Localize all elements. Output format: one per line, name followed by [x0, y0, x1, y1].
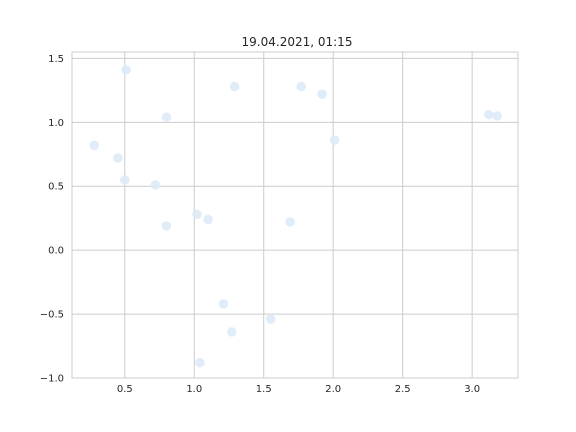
- data-point: [229, 81, 240, 92]
- y-tick-label: −1.0: [40, 374, 64, 385]
- data-point: [484, 109, 494, 120]
- data-point: [296, 81, 307, 92]
- data-point: [285, 217, 295, 227]
- x-tick-label: 0.5: [117, 384, 133, 395]
- data-point: [89, 140, 100, 151]
- data-point: [161, 221, 172, 231]
- data-point: [329, 135, 340, 146]
- y-tick-label: −0.5: [40, 310, 64, 321]
- data-point: [121, 65, 131, 75]
- data-point: [161, 112, 172, 122]
- data-point: [203, 214, 213, 225]
- x-tick-label: 1.0: [186, 384, 202, 395]
- x-axis-ticks: 0.5 1.0 1.5 2.0 2.5 3.0: [117, 384, 480, 395]
- data-point: [150, 180, 161, 190]
- data-point: [192, 209, 202, 220]
- y-axis-ticks: −1.0 −0.5 0.0 0.5 1.0 1.5: [40, 54, 64, 385]
- y-tick-label: 0.5: [48, 182, 64, 193]
- data-point: [265, 314, 276, 324]
- chart-title: 19.04.2021, 01:15: [242, 35, 353, 49]
- data-point: [317, 89, 327, 99]
- plot-area-frame: [71, 51, 519, 379]
- x-tick-label: 2.0: [325, 384, 341, 395]
- y-tick-label: 1.5: [48, 54, 64, 65]
- x-tick-label: 2.5: [395, 384, 411, 395]
- data-points: [89, 65, 502, 368]
- data-point: [218, 299, 229, 309]
- y-tick-label: 1.0: [48, 118, 64, 129]
- y-tick-label: 0.0: [48, 246, 64, 257]
- data-point: [195, 357, 205, 368]
- x-tick-label: 1.5: [256, 384, 272, 395]
- data-point: [119, 175, 130, 185]
- x-tick-label: 3.0: [464, 384, 480, 395]
- data-point: [226, 327, 237, 337]
- data-point: [113, 153, 123, 163]
- data-point: [492, 111, 502, 121]
